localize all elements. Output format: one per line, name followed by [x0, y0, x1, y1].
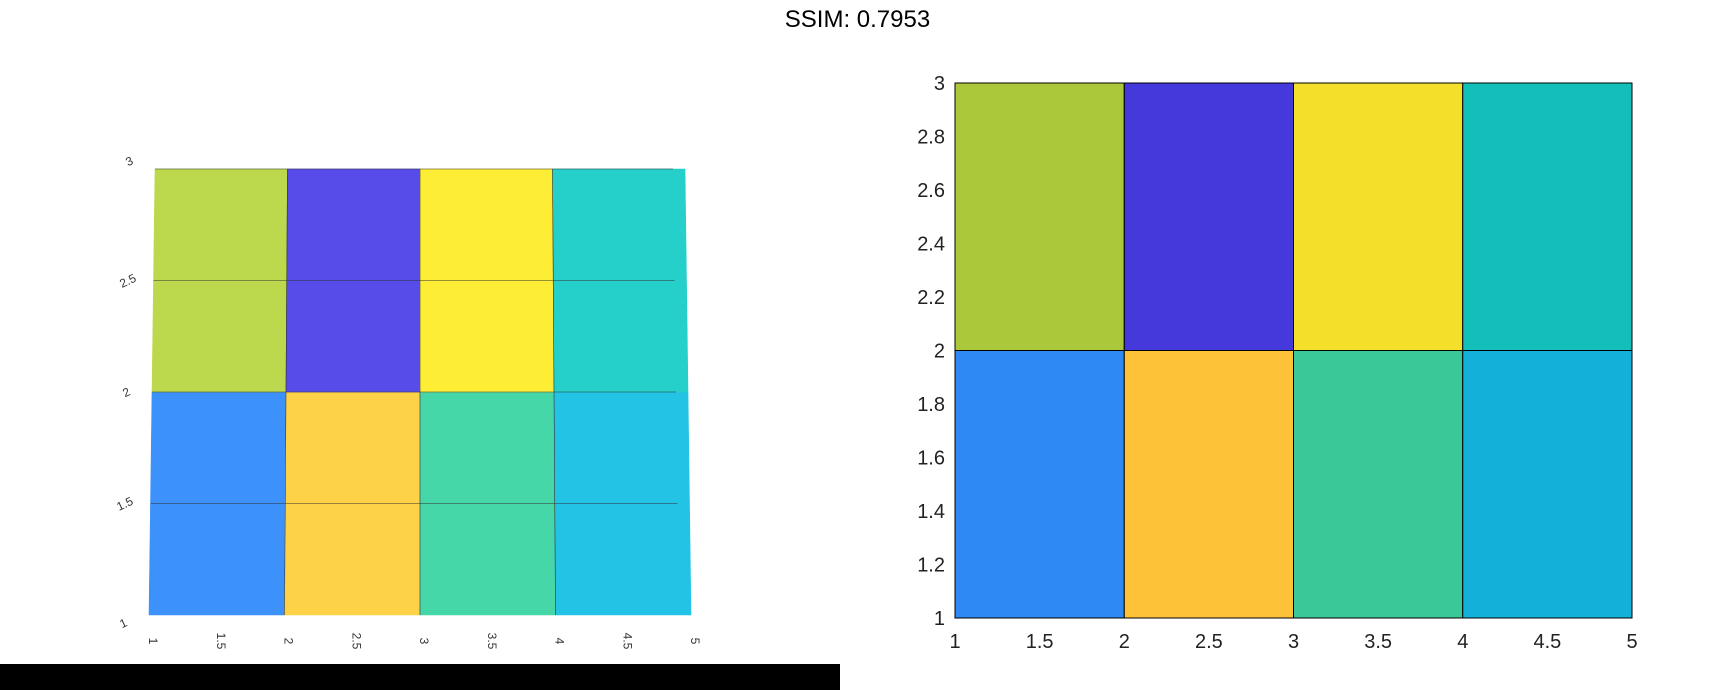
- right-x-ticks: 1 1.5 2 2.5 3 3.5 4 4.5 5: [949, 631, 1637, 653]
- right-cell-1-2: [1293, 82, 1464, 351]
- left-x-ticks: 1 1.5 2 2.5 3 3.5 4 4.5 5: [146, 633, 702, 650]
- right-cell-0-1: [1123, 350, 1294, 619]
- right-x-tick-label: 4.5: [1533, 631, 1561, 653]
- right-x-tick-label: 1.5: [1026, 631, 1054, 653]
- left-x-tick-label: 3.5: [485, 633, 499, 650]
- left-x-tick-label: 3: [417, 638, 431, 645]
- right-y-tick-label: 1: [934, 608, 945, 630]
- right-y-tick-label: 2.6: [917, 180, 945, 202]
- left-y-tick-label: 2.5: [117, 271, 138, 291]
- left-x-tick-label: 1: [146, 638, 160, 645]
- left-x-tick-label: 2.5: [349, 633, 363, 650]
- right-x-tick-label: 4: [1457, 631, 1468, 653]
- right-x-tick-label: 3: [1288, 631, 1299, 653]
- right-y-ticks: 1 1.2 1.4 1.6 1.8 2 2.2 2.4 2.6 2.8 3: [917, 73, 945, 630]
- right-y-tick-label: 2.2: [917, 287, 945, 309]
- right-cell-0-0: [954, 350, 1125, 619]
- right-y-tick-label: 3: [934, 73, 945, 95]
- left-x-tick-label: 1.5: [214, 633, 228, 650]
- figure-title: SSIM: 0.7953: [784, 6, 931, 33]
- right-x-tick-label: 2.5: [1195, 631, 1223, 653]
- right-cells: [954, 82, 1633, 619]
- bottom-black-bar: [0, 664, 840, 690]
- right-y-tick-label: 1.6: [917, 448, 945, 470]
- left-x-tick-label: 5: [688, 638, 702, 645]
- left-x-tick-label: 4: [553, 638, 567, 645]
- right-cell-0-2: [1293, 350, 1464, 619]
- right-x-tick-label: 3.5: [1364, 631, 1392, 653]
- right-y-tick-label: 1.4: [917, 501, 945, 523]
- right-y-tick-label: 1.2: [917, 555, 945, 577]
- right-y-tick-label: 2.8: [917, 127, 945, 149]
- right-cell-1-0: [954, 82, 1125, 351]
- right-x-tick-label: 5: [1626, 631, 1637, 653]
- right-cell-1-1: [1123, 82, 1294, 351]
- right-x-tick-label: 1: [949, 631, 960, 653]
- left-y-tick-label: 1.5: [114, 494, 135, 514]
- left-x-tick-label: 4.5: [620, 633, 634, 650]
- right-y-tick-label: 2: [934, 341, 945, 363]
- right-y-tick-label: 2.4: [917, 234, 945, 256]
- right-x-tick-label: 2: [1119, 631, 1130, 653]
- right-cell-1-3: [1462, 82, 1633, 351]
- left-x-tick-label: 2: [282, 638, 296, 645]
- left-grid: [150, 168, 678, 616]
- right-cell-0-3: [1462, 350, 1633, 619]
- right-y-tick-label: 1.8: [917, 394, 945, 416]
